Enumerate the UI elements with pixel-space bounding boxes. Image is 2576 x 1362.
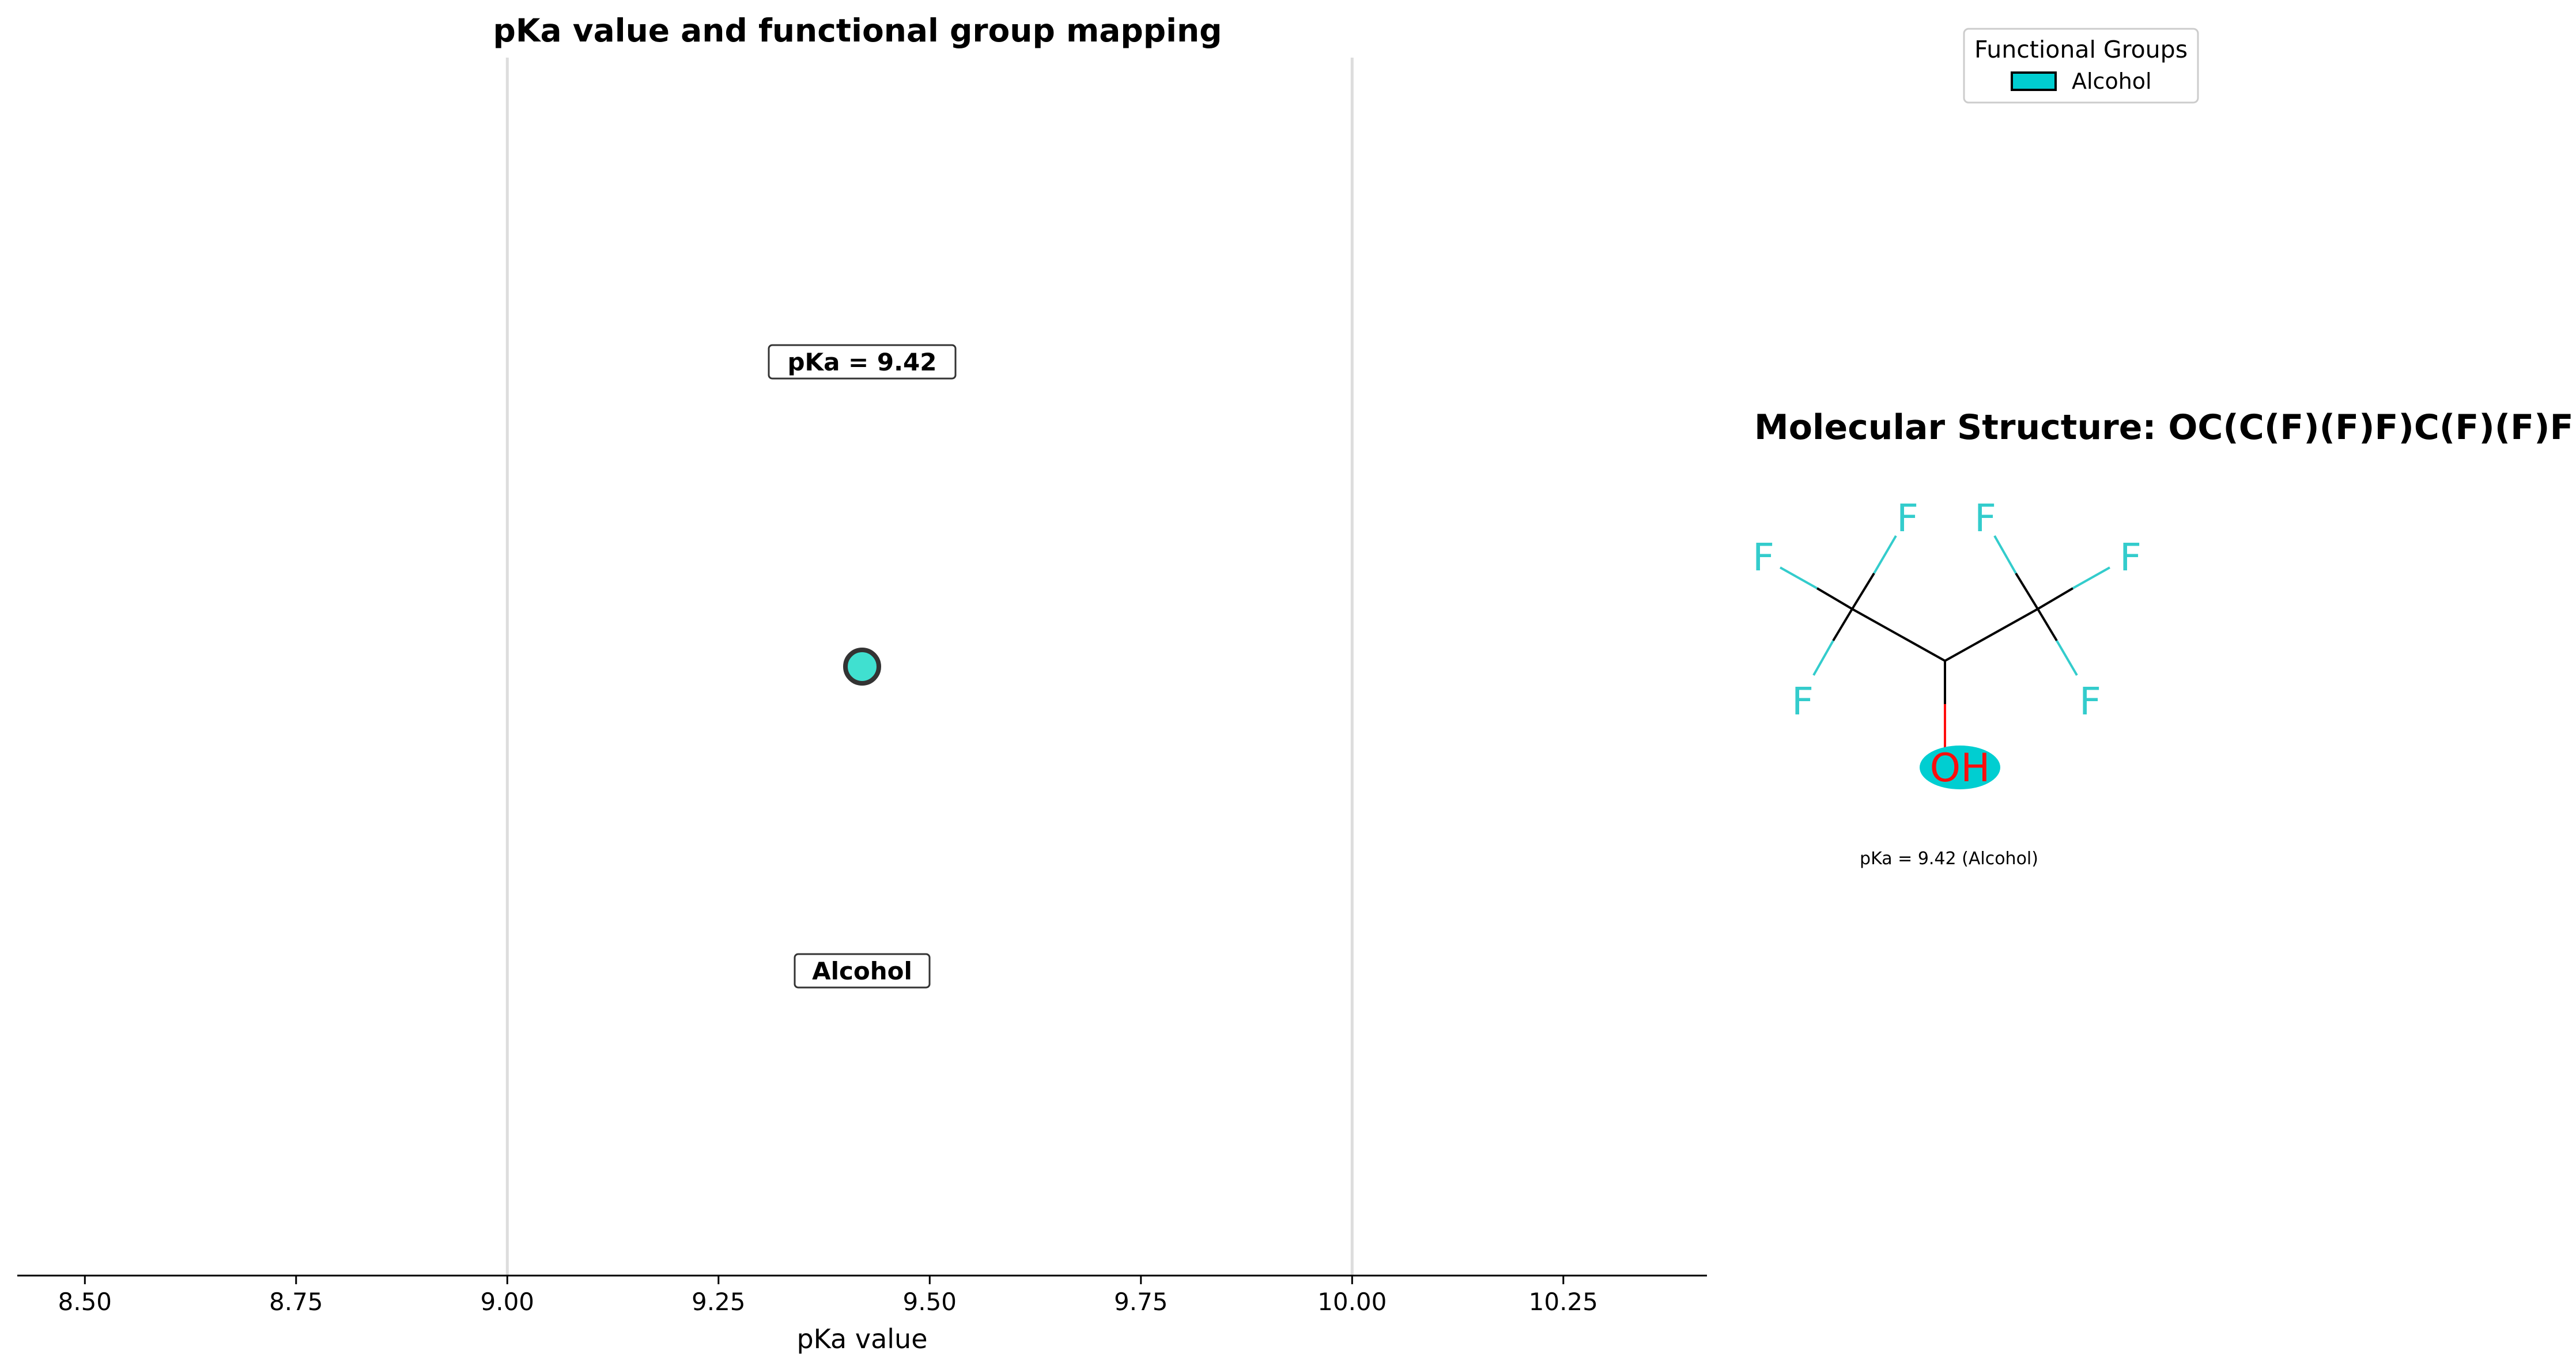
atom-f4: F bbox=[1974, 496, 1996, 540]
legend-swatch-alcohol bbox=[2011, 71, 2057, 91]
point-value-label-box bbox=[768, 344, 957, 380]
x-tick-label: 10.00 bbox=[1317, 1288, 1387, 1316]
bond-c3-f5-b bbox=[2072, 566, 2110, 589]
bond-c3-f6-b bbox=[2056, 640, 2078, 676]
bond-c2-f1-b bbox=[1780, 566, 1818, 589]
atom-f2: F bbox=[1897, 496, 1918, 540]
legend-label-alcohol: Alcohol bbox=[2072, 69, 2152, 94]
bond-c2-f2-b bbox=[1873, 535, 1897, 574]
bond-c3-f5-a bbox=[2037, 587, 2074, 610]
x-tick-label: 8.50 bbox=[58, 1288, 112, 1316]
chart-title: pKa value and functional group mapping bbox=[493, 12, 1222, 49]
molecule-panel: Molecular Structure: OC(C(F)(F)F)C(F)(F)… bbox=[1752, 407, 2574, 869]
atom-f1: F bbox=[1752, 535, 1774, 580]
bond-c3-f6-a bbox=[2037, 608, 2058, 642]
bond-c2-f2-a bbox=[1851, 572, 1875, 610]
x-ticks: 8.50 8.75 9.00 9.25 9.50 9.75 10.00 10.25 bbox=[58, 1276, 1598, 1316]
atom-f3: F bbox=[1792, 679, 1814, 724]
molecule-title: Molecular Structure: OC(C(F)(F)F)C(F)(F)… bbox=[1754, 407, 2574, 448]
point-group-label-box bbox=[794, 953, 931, 989]
atom-oh: OH bbox=[1930, 746, 1990, 791]
bond-c2-f1-a bbox=[1816, 587, 1853, 610]
bond-c1-c2 bbox=[1852, 608, 1946, 662]
bond-c2-f3-a bbox=[1832, 608, 1853, 642]
data-point bbox=[843, 648, 881, 686]
atom-f5: F bbox=[2120, 535, 2141, 580]
molecule-atoms: F F F F F F bbox=[1752, 496, 2141, 724]
atom-f6: F bbox=[2079, 679, 2101, 724]
molecule-bonds bbox=[1780, 535, 2110, 749]
legend: Functional Groups Alcohol bbox=[1963, 28, 2199, 104]
pka-plot: pKa value and functional group mapping 8… bbox=[17, 12, 1707, 1355]
x-tick-label: 9.75 bbox=[1114, 1288, 1168, 1316]
x-tick-label: 9.25 bbox=[692, 1288, 746, 1316]
bond-c1-c3 bbox=[1944, 608, 2038, 662]
hydroxyl-highlight bbox=[1920, 746, 2000, 789]
x-tick-label: 9.00 bbox=[481, 1288, 535, 1316]
x-tick-label: 8.75 bbox=[269, 1288, 323, 1316]
bond-c2-f3-b bbox=[1812, 640, 1834, 676]
x-tick-label: 10.25 bbox=[1529, 1288, 1598, 1316]
point-value-label: pKa = 9.42 bbox=[787, 348, 936, 376]
bond-c3-f4-b bbox=[1993, 535, 2017, 574]
bond-c3-f4-a bbox=[2015, 572, 2039, 610]
reference-lines bbox=[505, 58, 1354, 1276]
x-tick-label: 9.50 bbox=[903, 1288, 957, 1316]
data-points: pKa = 9.42 Alcohol bbox=[768, 344, 957, 989]
legend-title: Functional Groups bbox=[1974, 36, 2188, 63]
point-group-label: Alcohol bbox=[812, 957, 912, 985]
molecule-caption: pKa = 9.42 (Alcohol) bbox=[1860, 849, 2038, 869]
x-axis-label: pKa value bbox=[796, 1323, 927, 1355]
